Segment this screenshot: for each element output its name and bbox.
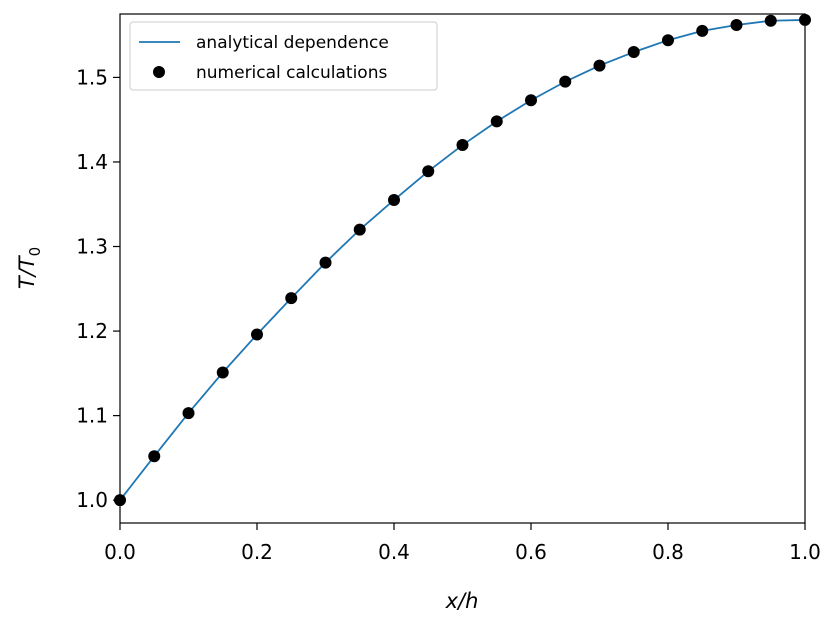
y-tick-label: 1.2 <box>76 319 108 343</box>
numerical-point <box>662 34 674 47</box>
numerical-point <box>216 366 229 379</box>
numerical-point <box>593 59 606 72</box>
numerical-point <box>422 165 435 178</box>
numerical-point <box>696 24 709 37</box>
x-tick-label: 0.6 <box>515 540 547 564</box>
numerical-point <box>627 46 640 59</box>
numerical-point <box>388 194 400 207</box>
numerical-point <box>559 75 572 88</box>
numerical-point <box>525 94 537 107</box>
legend-label-numerical: numerical calculations <box>196 63 387 83</box>
x-tick-label: 1.0 <box>789 540 821 564</box>
x-tick-label: 0.0 <box>104 540 136 564</box>
legend-label-analytical: analytical dependence <box>196 33 389 53</box>
y-tick-label: 1.3 <box>76 235 108 259</box>
y-tick-label: 1.1 <box>76 404 108 428</box>
x-tick-label: 0.2 <box>241 540 273 564</box>
y-tick-label: 1.4 <box>76 150 108 174</box>
numerical-point <box>764 14 777 27</box>
legend-marker-swatch <box>153 66 165 78</box>
numerical-point <box>285 292 298 305</box>
numerical-point <box>182 407 195 420</box>
numerical-point <box>456 139 469 152</box>
plot-area <box>120 14 805 523</box>
plot-frame <box>119 13 806 524</box>
y-tick-label: 1.0 <box>76 488 108 512</box>
numerical-point <box>490 115 503 128</box>
x-axis-label: x/h <box>445 589 479 613</box>
numerical-point <box>251 328 263 341</box>
legend-box <box>129 21 438 91</box>
axis-ticks: 0.0 0.2 0.4 0.6 0.8 1.0 1.0 1.1 1.2 1.3 1.4 1.5 <box>76 65 821 564</box>
numerical-point <box>319 256 332 269</box>
numerical-point <box>148 450 161 463</box>
x-tick-label: 0.4 <box>378 540 410 564</box>
numerical-point <box>730 18 743 31</box>
y-axis-label-subscript: 0 <box>26 247 44 257</box>
y-axis-label: T/T0 <box>15 247 44 289</box>
y-tick-label: 1.5 <box>76 65 108 89</box>
legend: analytical dependence numerical calculat… <box>129 21 438 91</box>
numerical-point <box>353 223 366 236</box>
x-tick-label: 0.8 <box>652 540 684 564</box>
